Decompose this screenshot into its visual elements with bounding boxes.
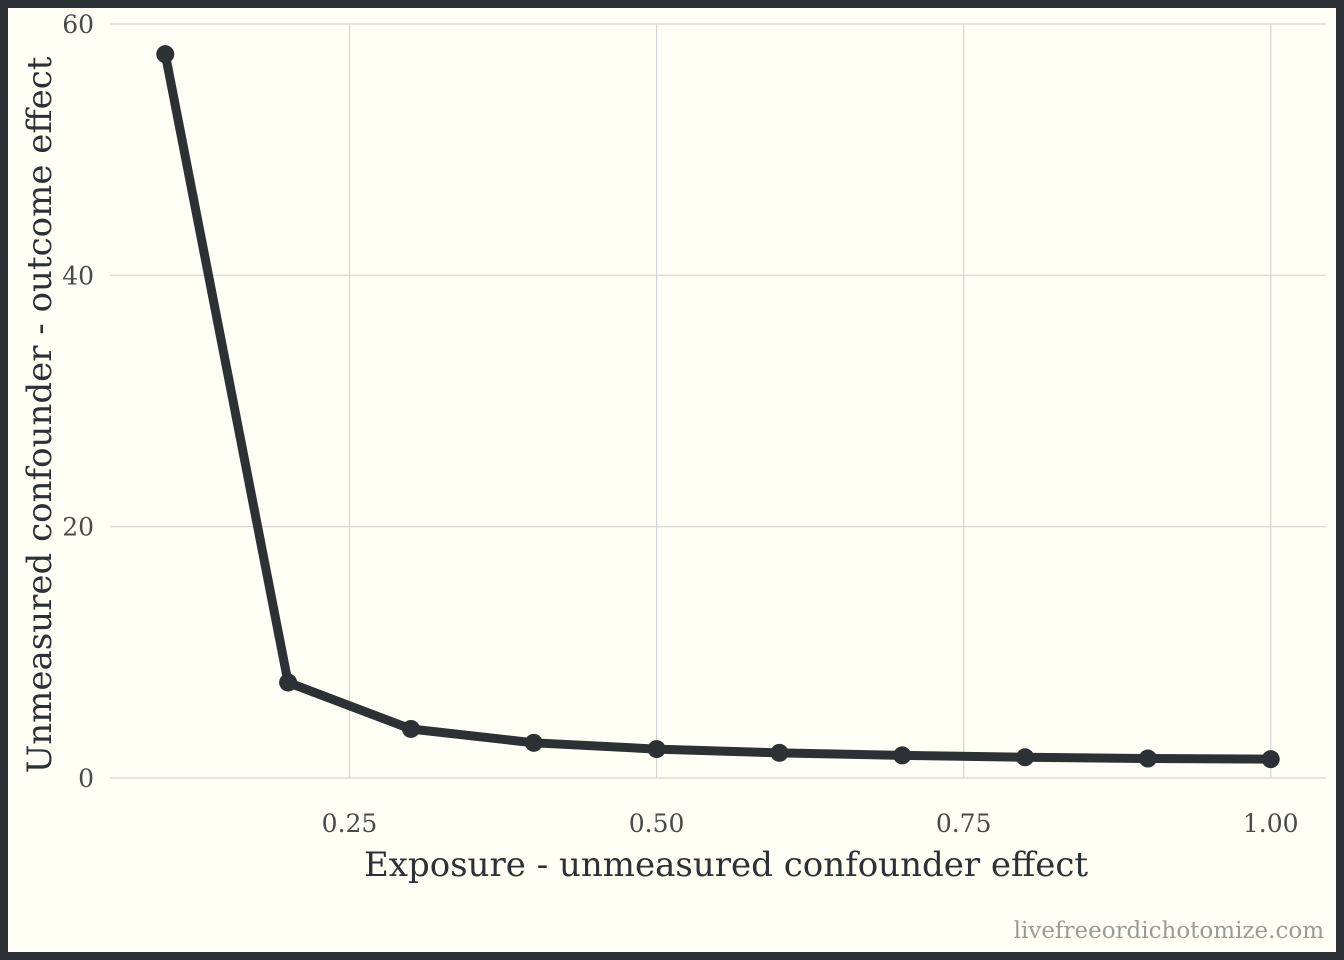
data-point bbox=[770, 743, 789, 762]
watermark-credit: livefreeordichotomize.com bbox=[1014, 918, 1325, 944]
y-tick-label: 20 bbox=[62, 513, 94, 542]
x-axis-title: Exposure - unmeasured confounder effect bbox=[364, 845, 1088, 885]
series-line bbox=[160, 49, 1276, 764]
data-point bbox=[1138, 749, 1157, 768]
data-point bbox=[524, 733, 543, 752]
data-point bbox=[893, 746, 912, 765]
chart-panel: 0 20 40 60 0.25 0.50 0.75 1.00 Exposure - unmea… bbox=[8, 8, 1336, 952]
x-tick-label: 0.50 bbox=[629, 809, 685, 838]
y-axis-title: Unmeasured confounder - outcome effect bbox=[20, 56, 60, 773]
tick-labels: 0 20 40 60 0.25 0.50 0.75 1.00 bbox=[62, 10, 1298, 838]
line-chart: 0 20 40 60 0.25 0.50 0.75 1.00 Exposure - unmea… bbox=[20, 10, 1326, 944]
y-tick-label: 40 bbox=[62, 261, 94, 290]
x-tick-label: 0.75 bbox=[936, 809, 992, 838]
y-tick-label: 60 bbox=[62, 10, 94, 39]
data-point bbox=[1261, 750, 1280, 769]
series bbox=[156, 45, 1280, 769]
x-tick-label: 0.25 bbox=[322, 809, 378, 838]
data-point bbox=[1016, 748, 1035, 767]
x-tick-label: 1.00 bbox=[1243, 809, 1299, 838]
data-point bbox=[647, 740, 666, 759]
data-point bbox=[279, 673, 298, 692]
data-point bbox=[401, 719, 420, 738]
data-point bbox=[156, 45, 175, 64]
y-tick-label: 0 bbox=[78, 764, 94, 793]
grid-lines bbox=[110, 23, 1326, 779]
